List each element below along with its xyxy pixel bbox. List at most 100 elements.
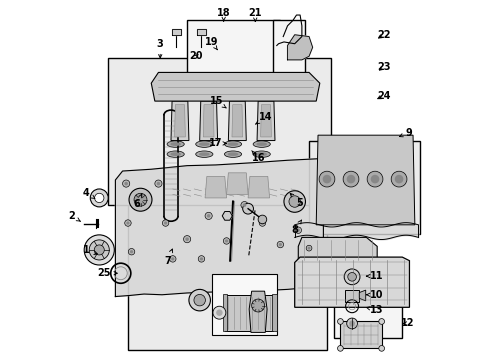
Circle shape — [169, 256, 176, 262]
Circle shape — [129, 188, 152, 211]
Circle shape — [241, 202, 247, 209]
Circle shape — [194, 294, 205, 306]
Circle shape — [366, 171, 382, 187]
Circle shape — [89, 240, 109, 260]
Polygon shape — [359, 290, 365, 301]
Bar — [308, 140, 419, 234]
Ellipse shape — [224, 141, 241, 147]
Circle shape — [224, 239, 228, 243]
Circle shape — [130, 250, 133, 253]
Ellipse shape — [167, 151, 184, 157]
Circle shape — [370, 175, 379, 183]
Polygon shape — [115, 158, 323, 297]
Circle shape — [390, 171, 406, 187]
Polygon shape — [287, 35, 312, 60]
Ellipse shape — [170, 142, 181, 146]
Circle shape — [337, 346, 343, 351]
Text: 8: 8 — [291, 220, 301, 235]
Polygon shape — [172, 30, 180, 35]
Text: 6: 6 — [133, 194, 142, 210]
Polygon shape — [228, 101, 246, 140]
Text: 2: 2 — [68, 211, 80, 221]
Circle shape — [163, 221, 167, 225]
Text: 15: 15 — [209, 96, 225, 108]
Circle shape — [258, 215, 266, 224]
Circle shape — [94, 245, 104, 255]
Circle shape — [242, 203, 246, 207]
Text: 3: 3 — [157, 39, 163, 58]
Circle shape — [90, 189, 108, 207]
Text: 18: 18 — [217, 8, 230, 21]
Circle shape — [284, 191, 305, 212]
Circle shape — [242, 203, 253, 214]
Bar — [333, 270, 402, 338]
Polygon shape — [344, 290, 359, 302]
Circle shape — [294, 227, 301, 233]
Circle shape — [278, 243, 282, 246]
Ellipse shape — [170, 152, 181, 156]
Text: 25: 25 — [97, 268, 117, 278]
Circle shape — [198, 256, 204, 262]
Ellipse shape — [199, 152, 209, 156]
Ellipse shape — [195, 151, 212, 157]
Text: 11: 11 — [366, 271, 383, 281]
Text: 19: 19 — [204, 37, 218, 50]
Circle shape — [348, 320, 354, 326]
Circle shape — [183, 235, 190, 243]
Circle shape — [251, 299, 264, 312]
Text: 14: 14 — [255, 112, 271, 124]
Circle shape — [394, 175, 403, 183]
Bar — [128, 193, 326, 350]
Polygon shape — [171, 101, 188, 140]
Polygon shape — [231, 105, 242, 137]
Polygon shape — [199, 101, 217, 140]
Bar — [108, 58, 330, 205]
Circle shape — [296, 229, 299, 232]
Circle shape — [277, 241, 283, 248]
Circle shape — [337, 319, 343, 324]
Ellipse shape — [195, 141, 212, 147]
Circle shape — [259, 220, 265, 226]
Polygon shape — [224, 295, 273, 330]
Text: 23: 23 — [376, 62, 389, 72]
Ellipse shape — [227, 142, 238, 146]
Circle shape — [347, 273, 356, 281]
Text: 7: 7 — [163, 249, 172, 266]
Circle shape — [307, 247, 310, 249]
Circle shape — [378, 319, 384, 324]
Polygon shape — [223, 294, 227, 331]
Polygon shape — [203, 105, 214, 137]
Circle shape — [346, 175, 355, 183]
Bar — [187, 21, 280, 90]
Circle shape — [128, 248, 135, 255]
Circle shape — [206, 214, 210, 218]
Circle shape — [343, 171, 358, 187]
Polygon shape — [257, 101, 274, 140]
Circle shape — [344, 269, 359, 285]
Ellipse shape — [227, 152, 238, 156]
Circle shape — [346, 318, 357, 329]
Polygon shape — [316, 135, 414, 225]
Circle shape — [134, 193, 147, 206]
Circle shape — [322, 175, 330, 183]
Circle shape — [223, 238, 229, 244]
Polygon shape — [294, 257, 408, 307]
Text: 24: 24 — [376, 91, 389, 101]
Text: 5: 5 — [289, 193, 303, 208]
Bar — [212, 274, 276, 335]
Polygon shape — [249, 291, 266, 332]
Circle shape — [200, 257, 203, 261]
Circle shape — [188, 289, 210, 311]
Polygon shape — [222, 212, 232, 220]
Ellipse shape — [167, 141, 184, 147]
Circle shape — [122, 180, 129, 187]
Circle shape — [216, 310, 222, 316]
Text: 10: 10 — [366, 290, 383, 300]
Text: 9: 9 — [399, 128, 411, 138]
Circle shape — [305, 245, 311, 251]
Circle shape — [212, 306, 225, 319]
Text: 21: 21 — [248, 8, 262, 21]
Text: 20: 20 — [189, 51, 203, 61]
Circle shape — [124, 220, 131, 226]
Polygon shape — [298, 237, 376, 262]
